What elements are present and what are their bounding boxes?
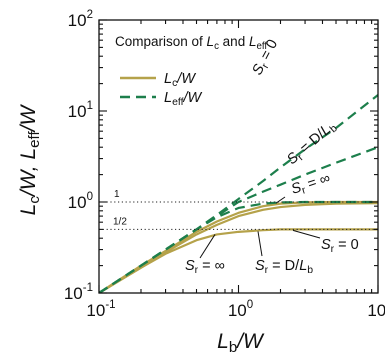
leader-line [199,234,216,259]
legend: Lc/W Leff/W [120,71,203,108]
annotation-leaders [199,196,321,259]
ref-label-1: 1 [114,189,120,200]
leader-line [275,196,286,204]
x-axis-title: Lb/W [217,330,265,356]
y-axis-title: Lc/W, Leff/W [17,103,43,215]
x-tick-label: 10-1 [86,299,115,320]
series-lines [99,94,378,293]
annotation-srd-dashed: Sr = D/Lb [284,118,340,170]
chart-title: Comparison of Lc and Leff [115,34,267,52]
axis-ticks [98,19,379,294]
tick-labels: 10-1 100 101 10-1 100 101 102 [64,9,385,320]
series-line-leff-6 [99,200,378,293]
y-tick-label: 102 [68,9,93,30]
y-tick-label: 10-1 [64,282,93,303]
leader-line [257,231,263,257]
series-line-lc-2 [99,202,378,293]
x-tick-label: 100 [228,299,253,320]
reference-lines [99,201,378,230]
x-tick-label: 101 [367,299,385,320]
y-tick-label: 101 [68,100,93,121]
series-line-leff-4 [99,94,378,293]
annotation-sr0-solid: Sr = 0 [321,237,359,255]
annotation-srd-solid: Sr = D/Lb [255,258,313,276]
y-tick-label: 100 [68,191,93,212]
series-line-leff-5 [99,146,378,293]
legend-entry-lc: Lc/W [164,71,196,89]
ref-label-half: 1/2 [113,216,127,227]
annotation-srinf-dashed: Sr = ∞ [289,170,333,199]
annotation-srinf-solid: Sr = ∞ [185,258,225,276]
legend-entry-leff: Leff/W [164,90,203,108]
leader-line [292,229,321,239]
